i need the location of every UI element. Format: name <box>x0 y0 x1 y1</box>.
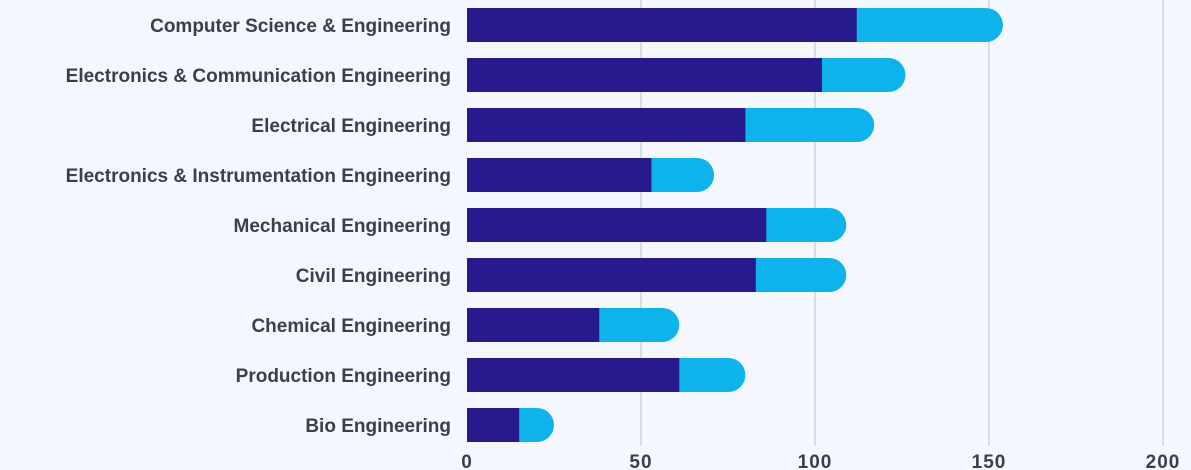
category-label-7: Production Engineering <box>236 366 451 387</box>
x-axis-ticks: 0 50 100 150 200 <box>461 452 1181 470</box>
bar-segment-primary-5 <box>467 258 756 292</box>
category-label-6: Chemical Engineering <box>251 316 451 337</box>
bar-segment-primary-7 <box>467 358 680 392</box>
bar-segment-primary-1 <box>467 58 822 92</box>
bar-segment-primary-0 <box>467 8 857 42</box>
x-tick-label-100: 100 <box>798 452 833 470</box>
bar-segment-primary-8 <box>467 408 520 442</box>
category-label-3: Electronics & Instrumentation Engineerin… <box>66 166 451 187</box>
category-label-1: Electronics & Communication Engineering <box>66 66 451 87</box>
category-label-2: Electrical Engineering <box>251 116 451 137</box>
bars <box>467 8 1003 442</box>
category-label-8: Bio Engineering <box>305 416 451 437</box>
x-tick-label-50: 50 <box>629 452 652 470</box>
x-tick-label-0: 0 <box>461 452 473 470</box>
bar-segment-primary-6 <box>467 308 600 342</box>
category-label-0: Computer Science & Engineering <box>150 16 451 37</box>
x-tick-label-200: 200 <box>1146 452 1181 470</box>
bar-segment-primary-4 <box>467 208 767 242</box>
category-label-5: Civil Engineering <box>296 266 451 287</box>
x-tick-label-150: 150 <box>972 452 1007 470</box>
category-label-4: Mechanical Engineering <box>234 216 452 237</box>
category-labels: Computer Science & Engineering Electronic… <box>66 16 451 437</box>
bar-segment-primary-3 <box>467 158 652 192</box>
bar-segment-primary-2 <box>467 108 746 142</box>
